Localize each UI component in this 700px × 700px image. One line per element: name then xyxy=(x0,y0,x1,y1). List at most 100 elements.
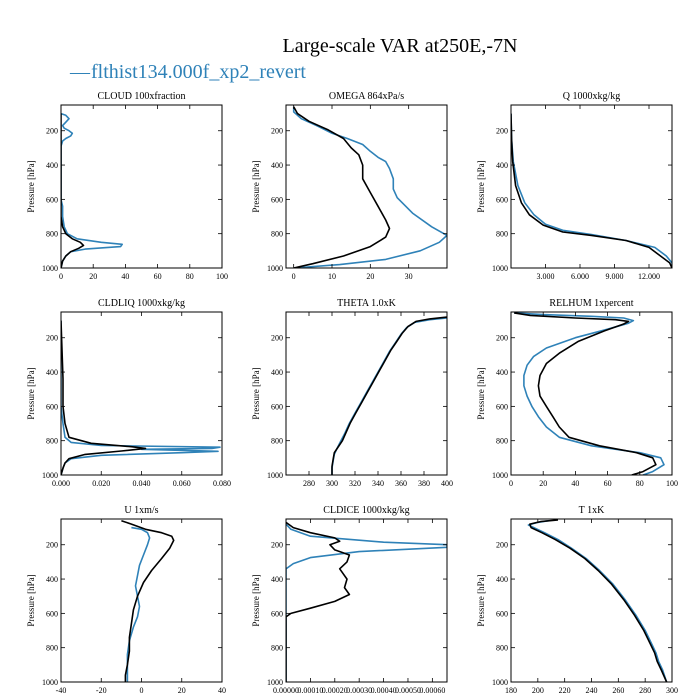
x-tick-label: 400 xyxy=(441,479,453,488)
plot-frame xyxy=(285,311,448,476)
panel-title: Q 1000xkg/kg xyxy=(563,91,621,102)
y-axis-label: Pressure [hPa] xyxy=(251,574,261,626)
x-tick-label: 60 xyxy=(604,479,612,488)
series-line-blue xyxy=(511,113,672,268)
series-line-blue xyxy=(292,106,447,268)
panel-title: U 1xm/s xyxy=(124,505,158,516)
x-tick-label: 240 xyxy=(586,686,598,695)
y-tick-label: 400 xyxy=(46,575,58,584)
x-tick-label: 340 xyxy=(372,479,384,488)
x-tick-label: 300 xyxy=(666,686,678,695)
y-tick-label: 1000 xyxy=(267,264,283,273)
y-tick-label: 200 xyxy=(496,334,508,343)
y-tick-label: 200 xyxy=(496,541,508,550)
x-tick-label: 9.000 xyxy=(606,272,624,281)
y-axis-label: Pressure [hPa] xyxy=(26,367,36,419)
y-tick-label: 400 xyxy=(271,161,283,170)
x-tick-label: 280 xyxy=(639,686,651,695)
y-tick-label: 600 xyxy=(46,402,58,411)
x-tick-label: 0.00040 xyxy=(371,686,397,695)
y-tick-label: 600 xyxy=(271,195,283,204)
y-tick-label: 600 xyxy=(271,609,283,618)
y-tick-label: 200 xyxy=(46,541,58,550)
y-tick-label: 1000 xyxy=(42,264,58,273)
x-tick-label: 0.00060 xyxy=(419,686,445,695)
y-tick-label: 400 xyxy=(46,368,58,377)
x-tick-label: 0.00020 xyxy=(322,686,348,695)
x-tick-label: 280 xyxy=(303,479,315,488)
x-tick-label: 360 xyxy=(395,479,407,488)
x-tick-label: 40 xyxy=(121,272,129,281)
y-tick-label: 200 xyxy=(46,334,58,343)
panel-title: T 1xK xyxy=(579,505,605,516)
panel-title: CLOUD 100xfraction xyxy=(97,91,185,102)
y-tick-label: 800 xyxy=(46,437,58,446)
y-tick-label: 800 xyxy=(271,230,283,239)
y-tick-label: 800 xyxy=(496,437,508,446)
x-tick-label: 80 xyxy=(186,272,194,281)
x-tick-label: 20 xyxy=(539,479,547,488)
x-tick-label: 0.00000 xyxy=(273,686,299,695)
y-tick-label: 1000 xyxy=(267,678,283,687)
panel-theta: THETA 1.0xK 200 400 600 800 1000 280 300 320 340 3… xyxy=(251,298,453,488)
x-tick-label: 300 xyxy=(326,479,338,488)
y-tick-label: 1000 xyxy=(42,678,58,687)
y-axis-label: Pressure [hPa] xyxy=(251,160,261,212)
series-line-black xyxy=(331,316,447,475)
panel-title: THETA 1.0xK xyxy=(337,298,396,309)
y-tick-label: 800 xyxy=(46,644,58,653)
y-tick-label: 200 xyxy=(496,127,508,136)
y-axis-label: Pressure [hPa] xyxy=(476,574,486,626)
x-tick-label: 380 xyxy=(418,479,430,488)
x-tick-label: 0.020 xyxy=(92,479,110,488)
y-axis-label: Pressure [hPa] xyxy=(476,367,486,419)
series-line-black xyxy=(121,519,175,682)
x-tick-label: 0 xyxy=(59,272,63,281)
panel-title: RELHUM 1xpercent xyxy=(549,298,633,309)
series-line-blue xyxy=(61,112,123,268)
legend-label: flthist134.000f_xp2_revert xyxy=(91,61,306,83)
plot-frame xyxy=(510,104,673,269)
x-tick-label: 0.080 xyxy=(213,479,231,488)
x-tick-label: 30 xyxy=(405,272,413,281)
x-tick-label: 0.00010 xyxy=(297,686,323,695)
y-tick-label: 800 xyxy=(271,644,283,653)
series-line-black xyxy=(286,521,351,682)
figure-legend: — flthist134.000f_xp2_revert xyxy=(69,61,306,83)
panel-title: OMEGA 864xPa/s xyxy=(329,91,404,102)
y-tick-label: 600 xyxy=(496,402,508,411)
x-tick-label: 200 xyxy=(532,686,544,695)
series-line-blue xyxy=(61,320,221,475)
y-tick-label: 200 xyxy=(271,334,283,343)
panel-title: CLDICE 1000xkg/kg xyxy=(323,505,409,516)
legend-line-symbol: — xyxy=(69,61,91,83)
y-tick-label: 600 xyxy=(46,195,58,204)
x-tick-label: 260 xyxy=(612,686,624,695)
series-line-blue xyxy=(331,317,447,475)
panel-omega: OMEGA 864xPa/s 200 400 600 800 1000 0 10 20 30 Pre… xyxy=(251,91,448,281)
plot-frame xyxy=(285,104,448,269)
y-tick-label: 400 xyxy=(46,161,58,170)
y-tick-label: 400 xyxy=(496,575,508,584)
y-tick-label: 1000 xyxy=(267,471,283,480)
x-tick-label: 0 xyxy=(292,272,296,281)
panel-cldice: CLDICE 1000xkg/kg 200 400 600 800 10000.00000… xyxy=(251,505,448,695)
panel-title: CLDLIQ 1000xkg/kg xyxy=(98,298,185,309)
y-tick-label: 600 xyxy=(46,609,58,618)
x-tick-label: 0.040 xyxy=(133,479,151,488)
series-line-black xyxy=(61,113,85,268)
x-tick-label: 100 xyxy=(216,272,228,281)
y-tick-label: 400 xyxy=(271,575,283,584)
x-tick-label: 60 xyxy=(154,272,162,281)
x-tick-label: 0.000 xyxy=(52,479,70,488)
series-line-blue xyxy=(126,526,151,682)
series-line-black xyxy=(511,113,672,268)
x-tick-label: 20 xyxy=(178,686,186,695)
plot-frame xyxy=(510,518,673,683)
x-tick-label: 220 xyxy=(559,686,571,695)
plot-frame xyxy=(60,518,223,683)
